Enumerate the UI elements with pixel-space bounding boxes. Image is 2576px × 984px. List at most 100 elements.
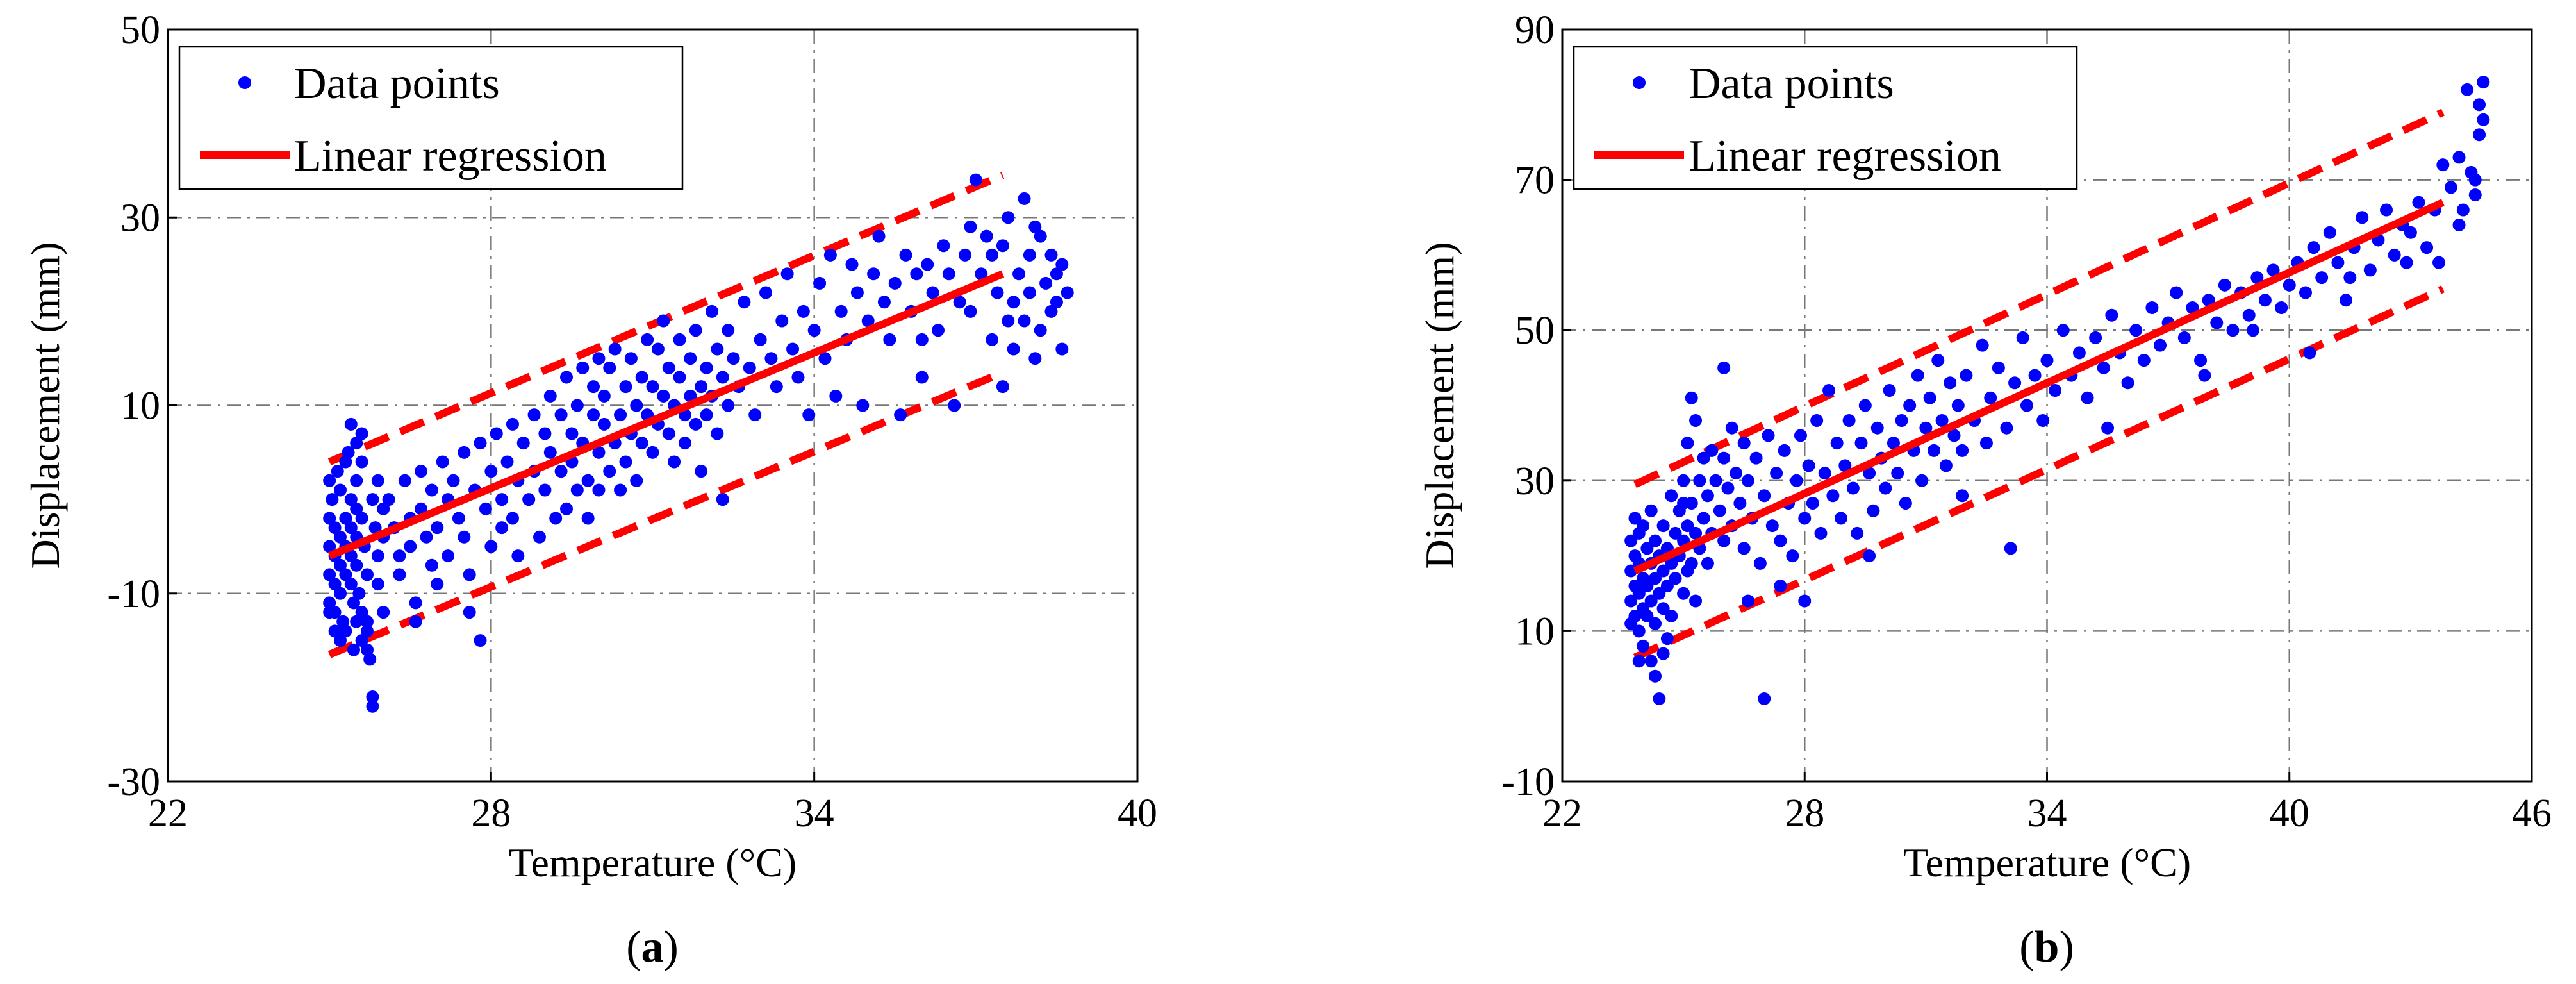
data-point xyxy=(1730,467,1743,480)
data-point xyxy=(463,606,476,619)
data-point xyxy=(1685,556,1698,570)
data-point xyxy=(1648,617,1662,630)
data-point xyxy=(350,474,363,487)
data-point xyxy=(1681,519,1694,533)
data-point xyxy=(684,352,697,365)
data-point xyxy=(2468,188,2482,202)
data-point xyxy=(333,483,347,497)
data-point xyxy=(2299,286,2312,299)
data-point xyxy=(597,389,611,403)
data-point xyxy=(490,427,503,440)
data-point xyxy=(1846,481,1860,495)
data-point xyxy=(328,521,342,535)
legend-label-regression-b: Linear regression xyxy=(1688,131,2001,181)
data-point xyxy=(1034,229,1047,243)
data-point xyxy=(2283,278,2296,292)
data-point xyxy=(921,258,934,271)
data-point xyxy=(942,267,955,281)
data-point xyxy=(511,549,525,563)
data-point xyxy=(991,286,1004,299)
data-point xyxy=(695,380,708,394)
legend-b: Data points Linear regression xyxy=(1573,46,2078,190)
data-point xyxy=(560,371,574,384)
data-point xyxy=(1665,609,1678,622)
data-point xyxy=(1697,451,1710,465)
x-axis-label-a: Temperature (°C) xyxy=(509,840,797,885)
data-point xyxy=(339,455,352,469)
data-point xyxy=(1669,526,1682,540)
data-point xyxy=(500,455,514,469)
data-point xyxy=(2388,248,2401,262)
data-point xyxy=(2452,151,2466,164)
data-point xyxy=(447,474,460,487)
panel-letter-b: b xyxy=(2035,922,2060,972)
data-point xyxy=(458,530,471,544)
data-point xyxy=(1887,437,1900,450)
data-point xyxy=(1637,639,1650,653)
data-point xyxy=(463,568,476,581)
data-point xyxy=(1984,391,1997,404)
panel-caption-a: (a) xyxy=(626,922,679,972)
x-tick-label: 46 xyxy=(2512,792,2552,835)
data-point xyxy=(538,483,552,497)
data-point xyxy=(2170,286,2183,299)
data-point xyxy=(587,380,600,394)
data-point xyxy=(587,408,600,422)
y-tick-label: 50 xyxy=(1515,309,1555,353)
x-tick-label: 34 xyxy=(2027,792,2067,835)
data-point xyxy=(393,568,406,581)
data-point xyxy=(861,314,875,328)
data-point xyxy=(1007,342,1020,356)
data-point xyxy=(754,333,767,346)
data-point xyxy=(1640,580,1654,593)
data-point xyxy=(350,437,363,450)
data-point xyxy=(1681,437,1694,450)
data-point xyxy=(355,606,368,619)
data-point xyxy=(1034,324,1047,337)
data-point xyxy=(2226,324,2240,337)
data-point xyxy=(554,408,568,422)
data-point xyxy=(953,296,966,309)
data-point xyxy=(1919,421,1933,435)
data-point xyxy=(845,258,859,271)
data-point xyxy=(1055,342,1069,356)
data-point xyxy=(662,361,675,374)
data-point xyxy=(1956,444,1969,457)
regression-line xyxy=(1633,199,2445,575)
data-point xyxy=(1838,459,1852,472)
regression-line-a xyxy=(327,270,1005,560)
data-point xyxy=(543,446,557,459)
data-point xyxy=(538,427,552,440)
data-point xyxy=(1737,542,1751,555)
data-point xyxy=(1858,399,1872,412)
data-point xyxy=(1939,459,1953,472)
data-point xyxy=(2121,376,2134,390)
data-point xyxy=(581,512,595,525)
data-point xyxy=(1753,556,1767,570)
data-point xyxy=(2356,211,2369,224)
data-point xyxy=(323,540,336,553)
y-tick-label: 90 xyxy=(1515,8,1555,52)
data-point xyxy=(716,493,729,506)
data-point xyxy=(581,474,595,487)
data-point xyxy=(748,408,762,422)
data-point xyxy=(1911,369,1924,382)
data-point xyxy=(1669,572,1682,585)
data-point xyxy=(495,493,509,506)
x-tick-label: 28 xyxy=(1785,792,1824,835)
data-point xyxy=(474,437,487,450)
y-tick-labels-a: -30 -10 10 30 50 xyxy=(107,8,177,804)
data-point xyxy=(1956,489,1969,503)
data-point xyxy=(527,408,541,422)
data-point xyxy=(1976,338,1989,352)
data-point xyxy=(2477,113,2490,126)
data-point xyxy=(1915,474,1929,487)
data-point xyxy=(398,474,411,487)
data-point xyxy=(1814,526,1828,540)
data-point xyxy=(522,493,536,506)
data-point xyxy=(597,417,611,431)
data-point xyxy=(458,446,471,459)
data-point xyxy=(2186,301,2199,315)
data-point xyxy=(1863,549,1876,563)
data-point xyxy=(333,634,347,647)
